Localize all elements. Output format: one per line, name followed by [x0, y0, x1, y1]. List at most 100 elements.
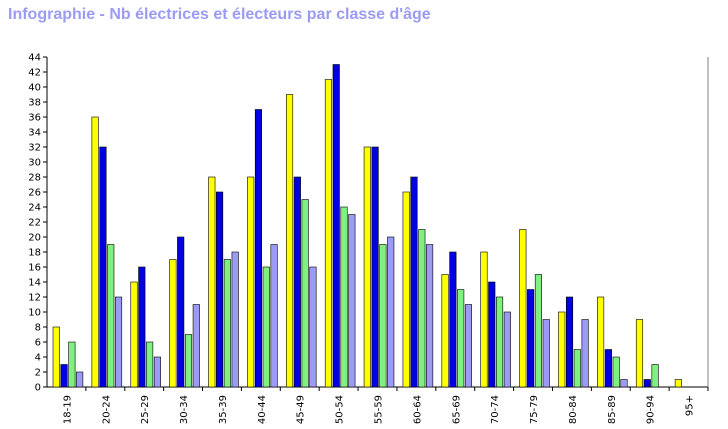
x-tick-label: 55-59	[374, 395, 385, 424]
bar	[348, 214, 356, 388]
bar	[184, 334, 193, 388]
bar	[534, 274, 542, 388]
bar	[114, 296, 123, 388]
bar	[293, 176, 301, 388]
x-tick-label: 85-89	[607, 395, 618, 424]
y-tick-label: 26	[28, 188, 41, 199]
x-tick-label: 40-44	[257, 395, 268, 424]
bar	[496, 296, 504, 388]
y-tick-label: 28	[28, 173, 41, 184]
y-tick-label: 8	[35, 323, 41, 334]
bar	[223, 259, 231, 388]
y-tick-label: 6	[35, 338, 41, 349]
x-tick-label: 35-39	[218, 395, 229, 424]
bar	[565, 296, 574, 388]
bar	[231, 251, 239, 388]
y-tick-label: 12	[28, 293, 41, 304]
bar	[254, 109, 263, 388]
bar	[503, 311, 511, 388]
bar	[60, 364, 68, 388]
bar	[558, 311, 566, 388]
x-tick-label: 18-19	[62, 395, 73, 424]
bar	[216, 191, 224, 388]
bar	[612, 356, 620, 388]
bar	[418, 229, 426, 388]
x-tick-label: 70-74	[490, 395, 501, 424]
bar	[270, 244, 278, 388]
x-tick-label: 90-94	[646, 395, 657, 424]
bar	[519, 229, 527, 388]
bar	[480, 251, 488, 388]
y-tick-label: 24	[28, 203, 41, 214]
bar	[410, 176, 418, 388]
bar	[332, 64, 340, 388]
x-tick-label: 45-49	[296, 395, 307, 424]
y-tick-label: 22	[28, 218, 41, 229]
bar	[379, 244, 387, 388]
bar	[426, 244, 434, 388]
x-tick-label: 25-29	[140, 395, 151, 424]
bar	[449, 251, 457, 388]
bar	[527, 289, 535, 388]
bar	[457, 289, 465, 388]
y-tick-label: 0	[35, 383, 41, 394]
bar	[130, 281, 138, 388]
bar	[674, 379, 682, 388]
bar	[192, 304, 200, 388]
y-tick-label: 34	[28, 128, 41, 139]
y-tick-label: 18	[28, 248, 41, 259]
bar	[107, 244, 115, 388]
bar	[542, 319, 550, 388]
bar	[138, 266, 146, 388]
y-tick-label: 36	[28, 113, 41, 124]
y-tick-label: 2	[35, 368, 41, 379]
bar	[247, 176, 255, 388]
bar	[68, 341, 76, 388]
y-tick-label: 32	[28, 143, 41, 154]
y-tick-label: 42	[28, 68, 41, 79]
bar	[324, 79, 332, 388]
x-tick-label: 60-64	[412, 395, 423, 424]
y-tick-label: 10	[28, 308, 41, 319]
x-tick-label: 30-34	[179, 395, 190, 424]
x-tick-label: 95+	[685, 395, 696, 416]
y-tick-label: 44	[28, 53, 41, 64]
bar	[52, 326, 60, 388]
bar	[371, 146, 379, 388]
chart-title: Infographie - Nb électrices et électeurs…	[8, 6, 431, 23]
bar	[262, 266, 270, 388]
bar	[99, 146, 107, 388]
bar	[604, 349, 612, 388]
bar	[340, 206, 348, 388]
y-tick-label: 20	[28, 233, 41, 244]
bar	[573, 349, 581, 388]
bar	[169, 259, 177, 388]
x-tick-label: 75-79	[529, 395, 540, 424]
bar	[387, 236, 395, 388]
bar	[76, 371, 84, 388]
bar	[643, 379, 651, 388]
y-tick-label: 30	[28, 158, 41, 169]
bar	[620, 379, 628, 388]
x-tick-label: 20-24	[101, 395, 112, 424]
bar	[581, 319, 589, 388]
bar	[153, 356, 161, 388]
bar	[91, 116, 99, 388]
y-tick-label: 4	[35, 353, 41, 364]
y-tick-label: 38	[28, 98, 41, 109]
y-tick-label: 16	[28, 263, 41, 274]
y-tick-label: 14	[28, 278, 41, 289]
bar	[597, 296, 605, 388]
bar	[301, 199, 309, 388]
x-tick-label: 80-84	[568, 395, 579, 424]
bar	[363, 146, 371, 388]
bar	[146, 341, 154, 388]
bar	[635, 319, 644, 388]
bar	[208, 176, 216, 388]
bar	[651, 364, 659, 388]
bar	[285, 94, 294, 388]
bar	[177, 236, 185, 388]
x-tick-label: 65-69	[451, 395, 462, 424]
bar	[441, 274, 449, 388]
